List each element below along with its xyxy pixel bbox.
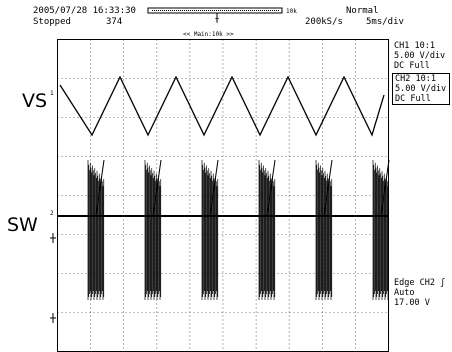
ch2-probe: CH2 10:1: [395, 74, 436, 84]
timebase: 5ms/div: [366, 17, 404, 27]
trigger-slope-icon: ʃ: [440, 278, 446, 288]
ch1-coupling: DC Full: [394, 61, 430, 71]
ch2-scale: 5.00 V/div: [395, 84, 447, 94]
vs-waveform: [59, 75, 385, 137]
vs-trace-label: VS: [22, 90, 48, 112]
trigger-info[interactable]: Edge CH2 ʃ Auto 17.00 V: [394, 278, 445, 308]
record-length: 10k: [286, 8, 297, 15]
sw-waveform: [58, 159, 390, 300]
ch2-coupling: DC Full: [395, 94, 431, 104]
sample-rate: 200kS/s: [305, 17, 343, 27]
ch1-scale: 5.00 V/div: [394, 51, 446, 61]
ch2-ground-marker: [50, 233, 56, 243]
acquisition-status: Stopped: [33, 17, 71, 27]
record-length-bar[interactable]: [147, 7, 283, 14]
sw-trace-label: SW: [7, 214, 38, 236]
trigger-level: 17.00 V: [394, 298, 430, 308]
trigger-mode: Normal: [346, 6, 379, 16]
main-zoom-label: << Main:10k >>: [183, 31, 234, 38]
ch1-info[interactable]: CH1 10:1 5.00 V/div DC Full: [394, 41, 445, 71]
trigger-sweep: Auto: [394, 288, 415, 298]
ch1-probe: CH1 10:1: [394, 41, 435, 51]
ch1-ground-marker: [50, 313, 56, 323]
ch2-marker: 2: [50, 210, 54, 217]
datetime-readout: 2005/07/28 16:33:30: [33, 6, 136, 16]
trigger-type: Edge CH2: [394, 278, 435, 288]
acquisition-count: 374: [106, 17, 123, 27]
ch2-info[interactable]: CH2 10:1 5.00 V/div DC Full: [392, 73, 450, 105]
ch1-marker: 1: [50, 90, 54, 97]
